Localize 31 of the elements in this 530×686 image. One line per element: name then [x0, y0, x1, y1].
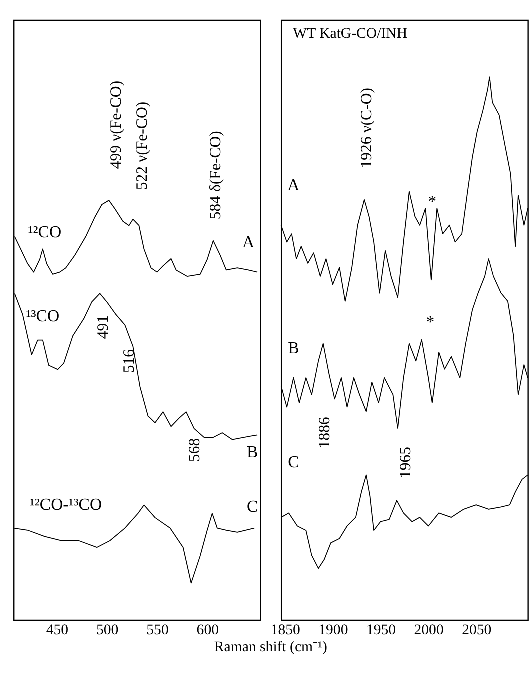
annotation: * [428, 192, 437, 211]
x-tick-label: 1950 [366, 622, 396, 639]
chart-title: WT KatG-CO/INH [293, 26, 408, 42]
annotation: 516 [121, 349, 138, 374]
annotation: B [288, 338, 300, 358]
annotation: * [426, 312, 435, 332]
annotation: ¹²CO [28, 222, 62, 242]
annotation: B [246, 442, 258, 462]
annotation: 584 δ(Fe-CO) [207, 131, 224, 220]
annotation: C [288, 452, 300, 472]
text: 499 ν(Fe-CO) [108, 80, 126, 170]
x-tick-label: 1900 [318, 622, 348, 639]
x-tick-label: 1850 [270, 622, 300, 639]
x-tick-label: 2000 [414, 622, 444, 639]
annotation: ¹³CO [26, 306, 60, 326]
annotation: 1965 [398, 446, 415, 478]
annotation: 1886 [316, 416, 334, 449]
annotation: ¹²CO-¹³CO [30, 495, 102, 514]
annotation: 1926 ν(C-O) [358, 88, 376, 168]
x-tick-label: 550 [146, 622, 169, 639]
x-tick-label: 2050 [462, 622, 492, 639]
annotation: 491 [95, 315, 112, 340]
annotation: C [246, 496, 258, 516]
x-axis-title: Raman shift (cm⁻¹) [214, 639, 328, 656]
x-tick-label: 500 [96, 622, 119, 639]
annotation: A [288, 176, 300, 195]
x-tick-label: 600 [196, 622, 219, 639]
x-tick-label: 450 [46, 622, 69, 639]
annotation: 568 [186, 438, 204, 462]
annotation: A [242, 232, 255, 252]
text: 522 ν(Fe-CO) [134, 102, 152, 190]
